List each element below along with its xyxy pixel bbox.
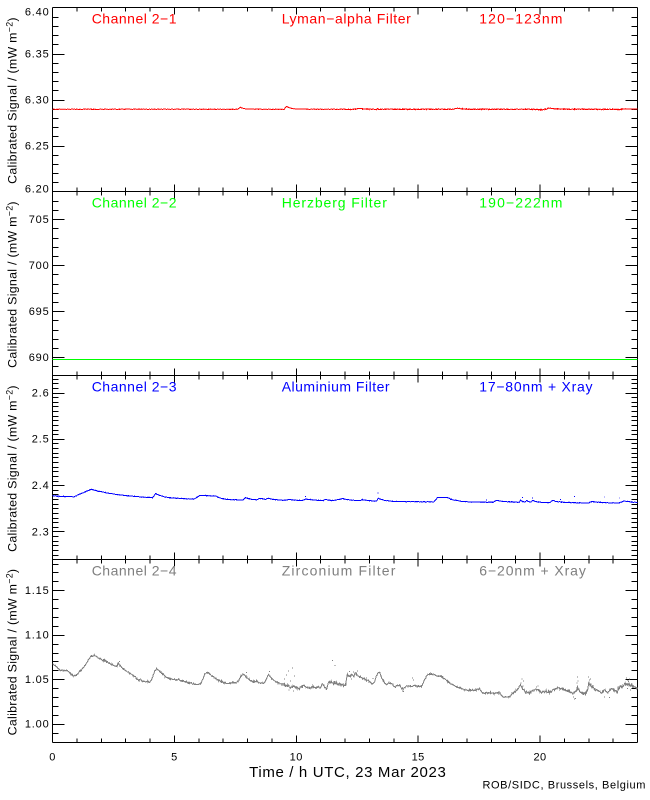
svg-text:Channel 2−2: Channel 2−2 [92,195,177,211]
svg-text:17−80nm + Xray: 17−80nm + Xray [479,379,593,395]
svg-text:20: 20 [533,752,546,764]
svg-text:190−222nm: 190−222nm [479,195,563,211]
svg-text:1.15: 1.15 [25,585,50,597]
svg-text:6.25: 6.25 [25,140,50,152]
svg-text:0: 0 [49,752,56,764]
svg-text:10: 10 [290,752,303,764]
svg-text:700: 700 [29,260,50,272]
svg-text:Calibrated Signal / (mW m−2): Calibrated Signal / (mW m−2) [5,201,20,368]
svg-text:1.10: 1.10 [25,630,50,642]
svg-text:ROB/SIDC, Brussels, Belgium: ROB/SIDC, Brussels, Belgium [482,780,646,792]
svg-text:6.35: 6.35 [25,48,50,60]
svg-text:1.00: 1.00 [25,719,50,731]
svg-text:Channel 2−3: Channel 2−3 [92,379,177,395]
svg-text:Time / h UTC, 23 Mar 2023: Time / h UTC, 23 Mar 2023 [249,764,446,781]
svg-text:2.3: 2.3 [32,526,50,538]
svg-text:2.6: 2.6 [32,387,50,399]
svg-text:6.30: 6.30 [25,94,50,106]
svg-text:Channel 2−1: Channel 2−1 [92,11,177,27]
svg-text:Calibrated Signal / (mW m−2): Calibrated Signal / (mW m−2) [5,385,20,552]
svg-text:695: 695 [29,306,50,318]
svg-text:6.40: 6.40 [25,6,50,18]
svg-text:Calibrated Signal / (mW m−2): Calibrated Signal / (mW m−2) [5,569,20,736]
svg-text:2.4: 2.4 [32,480,50,492]
svg-text:1.05: 1.05 [25,674,50,686]
svg-text:2.5: 2.5 [32,434,50,446]
svg-text:Herzberg Filter: Herzberg Filter [282,195,388,211]
svg-text:690: 690 [29,352,50,364]
svg-text:6−20nm + Xray: 6−20nm + Xray [479,563,586,579]
svg-text:705: 705 [29,214,50,226]
svg-text:6.20: 6.20 [25,183,50,195]
svg-text:15: 15 [412,752,425,764]
svg-text:120−123nm: 120−123nm [479,11,563,27]
svg-text:Zirconium Filter: Zirconium Filter [282,563,397,579]
svg-text:Channel 2−4: Channel 2−4 [92,563,177,579]
svg-text:5: 5 [171,752,178,764]
svg-text:Lyman−alpha Filter: Lyman−alpha Filter [282,11,412,27]
svg-text:Aluminium Filter: Aluminium Filter [282,379,390,395]
svg-text:Calibrated Signal / (mW m−2): Calibrated Signal / (mW m−2) [5,17,20,184]
